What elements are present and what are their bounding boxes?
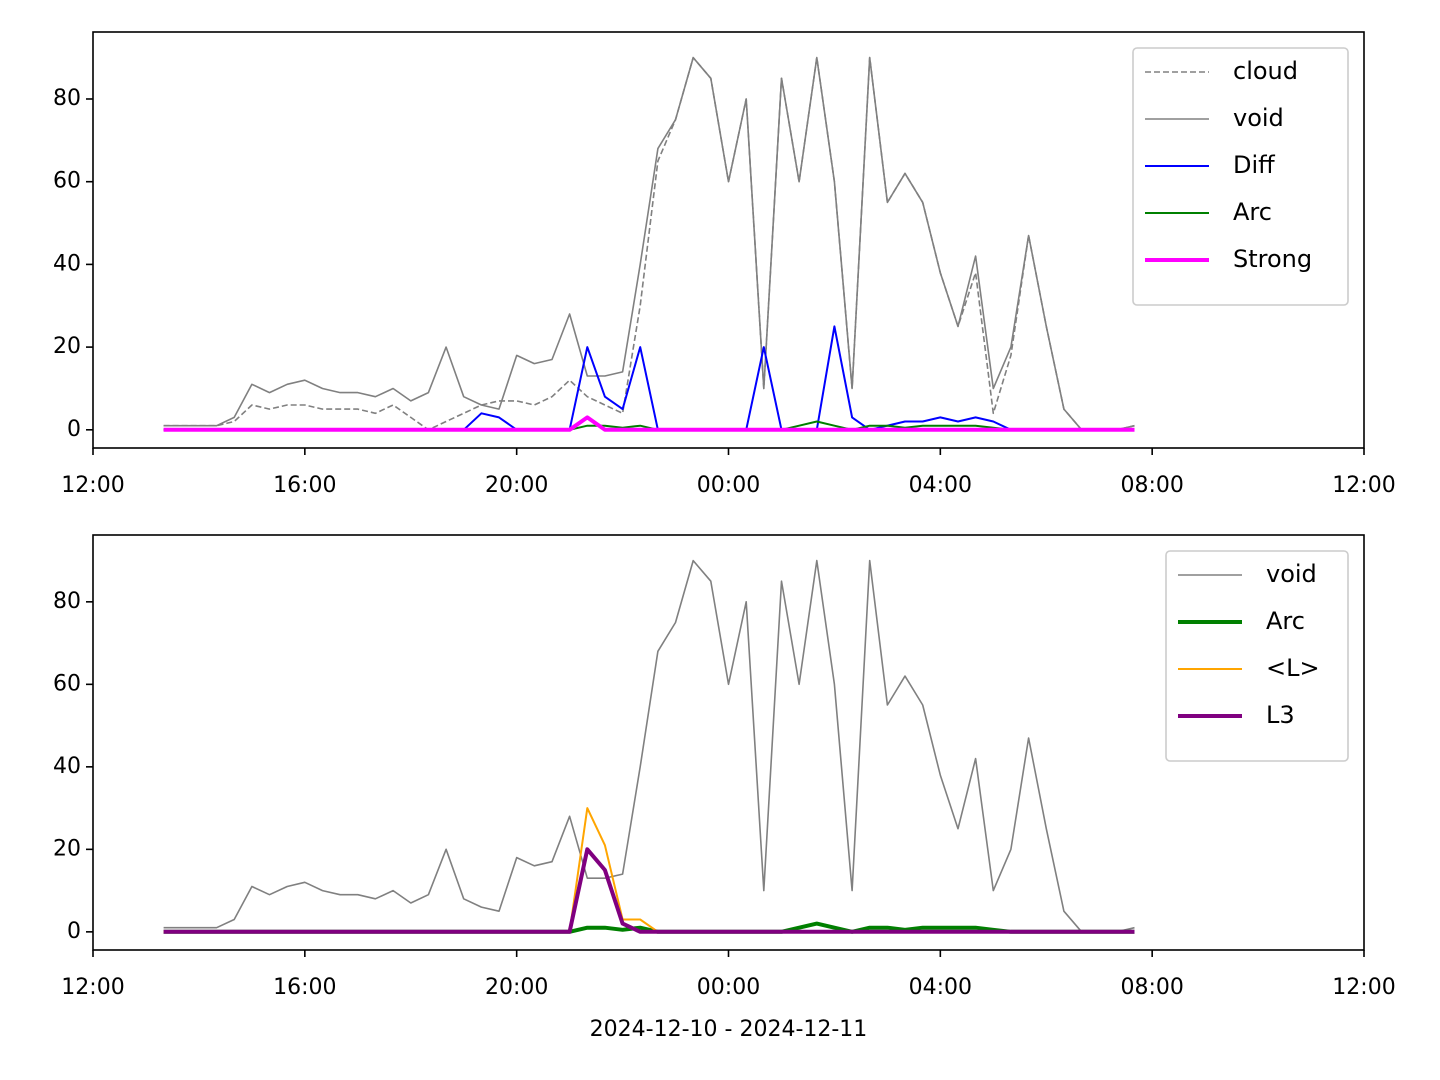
legend-box	[1132, 47, 1349, 306]
legend-label: Strong	[1233, 245, 1312, 273]
series-line	[163, 56, 1135, 431]
series-line	[163, 559, 1135, 933]
x-tick-label: 08:00	[1120, 975, 1183, 1000]
x-tick-label: 04:00	[909, 975, 972, 1000]
x-tick-label: 20:00	[485, 975, 548, 1000]
y-tick-label: 60	[53, 671, 81, 696]
legend-label: Diff	[1233, 151, 1275, 179]
x-axis-label: 2024-12-10 - 2024-12-11	[590, 1017, 868, 1042]
axes-frame	[92, 31, 1365, 449]
legend-label: cloud	[1233, 57, 1298, 85]
y-tick-label: 40	[53, 754, 81, 779]
series-line	[163, 847, 1135, 934]
x-tick-label: 16:00	[273, 975, 336, 1000]
y-tick-label: 80	[53, 86, 81, 111]
x-tick-label: 00:00	[697, 473, 760, 498]
y-tick-label: 60	[53, 169, 81, 194]
legend-label: Arc	[1266, 607, 1305, 635]
x-tick-label: 12:00	[61, 975, 124, 1000]
legend-label: Arc	[1233, 198, 1272, 226]
y-tick-label: 20	[53, 334, 81, 359]
x-tick-label: 12:00	[1332, 975, 1395, 1000]
series-line	[163, 56, 1135, 431]
y-tick-label: 0	[67, 919, 81, 944]
y-tick-label: 80	[53, 589, 81, 614]
legend-label: void	[1233, 104, 1284, 132]
y-tick-label: 40	[53, 251, 81, 276]
y-tick-label: 0	[67, 417, 81, 442]
legend-label: L3	[1266, 701, 1295, 729]
x-tick-label: 00:00	[697, 975, 760, 1000]
y-tick-label: 20	[53, 836, 81, 861]
series-line	[163, 415, 1135, 432]
axes-frame	[92, 534, 1365, 951]
legend-label: void	[1266, 560, 1317, 588]
x-tick-label: 08:00	[1120, 473, 1183, 498]
legend-box	[1165, 550, 1349, 762]
x-tick-label: 16:00	[273, 473, 336, 498]
x-tick-label: 12:00	[1332, 473, 1395, 498]
x-tick-label: 20:00	[485, 473, 548, 498]
legend-label: <L>	[1266, 654, 1320, 682]
x-tick-label: 12:00	[61, 473, 124, 498]
x-tick-label: 04:00	[909, 473, 972, 498]
